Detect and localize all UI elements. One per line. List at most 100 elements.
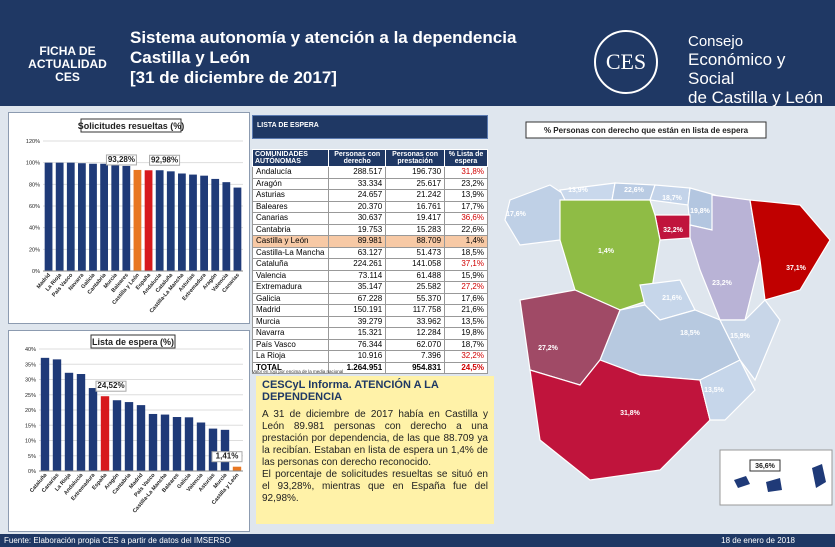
bar xyxy=(233,187,242,271)
table-row: Extremadura 35.147 25.582 27,2% xyxy=(251,281,488,294)
region xyxy=(699,359,756,421)
annotation-box xyxy=(95,380,127,392)
table-cell: 15,9% xyxy=(444,269,488,282)
table-cell: 31,8% xyxy=(444,166,488,179)
bar xyxy=(148,413,158,471)
map-label: 22,6% xyxy=(624,187,645,194)
table-cell: Galicia xyxy=(251,292,330,305)
bar xyxy=(220,429,230,471)
table-cell: 224.261 xyxy=(328,258,387,271)
table-cell: 23,2% xyxy=(444,177,488,190)
table-row: Galicia 67.228 55.370 17,6% xyxy=(251,292,488,305)
chart: 0% 5% 10% 15% 20% 25% 30% 35% 40% Lista de espera… xyxy=(25,334,243,514)
table-cell: 22,6% xyxy=(444,223,488,236)
island xyxy=(766,478,782,492)
bar xyxy=(200,175,208,271)
org-line: de Castilla y León xyxy=(688,88,824,107)
table-row: Cantabria 19.753 15.283 22,6% xyxy=(251,223,488,236)
canarias-inset xyxy=(719,449,833,506)
table-row: Baleares 20.370 16.761 17,7% xyxy=(251,200,488,213)
region xyxy=(749,199,831,301)
bar xyxy=(222,182,231,271)
table-cell: 19,8% xyxy=(444,327,488,340)
title: Sistema autonomía y atención a la depend… xyxy=(130,28,516,88)
table-cell: 21.242 xyxy=(385,189,446,202)
info-box: CESCyL Informa. ATENCIÓN A LA DEPENDENCI… xyxy=(256,376,494,524)
table-cell: Aragón xyxy=(251,177,330,190)
y-tick-label: 15% xyxy=(25,423,36,429)
bar xyxy=(196,422,206,471)
table-cell: 76.344 xyxy=(328,338,387,351)
bar xyxy=(112,400,122,471)
table-cell: 10.916 xyxy=(328,350,387,363)
table-cell: 1.264.951 xyxy=(328,361,387,374)
region xyxy=(719,299,781,382)
y-tick-label: 0% xyxy=(32,269,40,275)
chart: 0% 20% 40% 60% 80% 100% 120% Solicitudes resuel… xyxy=(26,118,243,314)
table-cell: 1,4% xyxy=(444,235,488,248)
title-line: [31 de diciembre de 2017] xyxy=(130,68,337,87)
map-label: 13,5% xyxy=(704,387,725,394)
label-box xyxy=(749,459,781,472)
bar xyxy=(124,402,134,471)
bar xyxy=(64,372,74,471)
table-cell: 15.321 xyxy=(328,327,387,340)
bar xyxy=(160,414,170,471)
title-box xyxy=(90,334,176,349)
table-cell: 954.831 xyxy=(385,361,446,374)
bar xyxy=(189,174,197,271)
bar xyxy=(88,388,98,471)
map-label: 19,8% xyxy=(690,208,711,215)
table-cell: Cataluña xyxy=(251,258,330,271)
info-paragraph: El porcentaje de solicitudes resueltas s… xyxy=(262,469,488,504)
map-label: 17,6% xyxy=(506,211,527,218)
table-cell: 12.284 xyxy=(385,327,446,340)
table-cell: 88.709 xyxy=(385,235,446,248)
table-row: País Vasco 76.344 62.070 18,7% xyxy=(251,338,488,351)
table-row: Castilla y León 89.981 88.709 1,4% xyxy=(251,235,488,248)
bar xyxy=(184,417,194,471)
bar xyxy=(44,162,53,271)
y-tick-label: 35% xyxy=(25,362,36,368)
bar xyxy=(40,357,50,471)
table-row: Navarra 15.321 12.284 19,8% xyxy=(251,327,488,340)
table-caption: LISTA DE ESPERA xyxy=(252,115,488,139)
table-row: Castilla-La Mancha 63.127 51.473 18,5% xyxy=(251,246,488,259)
table-cell: 36,6% xyxy=(444,212,488,225)
column-header: % Lista de espera xyxy=(444,149,488,167)
table-cell: Asturias xyxy=(251,189,330,202)
table-row: Aragón 33.334 25.617 23,2% xyxy=(251,177,488,190)
map-label: 15,9% xyxy=(730,333,751,340)
bar xyxy=(100,163,108,271)
y-tick-label: 5% xyxy=(28,454,36,460)
map-label: 23,2% xyxy=(712,280,733,287)
table-cell: 73.114 xyxy=(328,269,387,282)
bar xyxy=(122,165,131,271)
table-cell: Canarias xyxy=(251,212,330,225)
table-panel: LISTA DE ESPERA COMUNIDADES AUTÓNOMAS Per… xyxy=(251,115,488,374)
org-line: Consejo xyxy=(688,33,744,50)
table-cell: 33.334 xyxy=(328,177,387,190)
table-row: La Rioja 10.916 7.396 32,2% xyxy=(251,350,488,363)
info-title: CESCyL Informa. ATENCIÓN A LA DEPENDENCI… xyxy=(262,379,439,403)
table: COMUNIDADES AUTÓNOMAS Personas con derech… xyxy=(251,149,488,374)
table-cell: 30.637 xyxy=(328,212,387,225)
table-row: Murcia 39.279 33.962 13,5% xyxy=(251,315,488,328)
column-header: COMUNIDADES AUTÓNOMAS xyxy=(251,149,330,167)
table-cell: 21,6% xyxy=(444,304,488,317)
table-row: Cataluña 224.261 141.058 37,1% xyxy=(251,258,488,271)
annotation-box xyxy=(149,154,181,166)
bar xyxy=(76,374,86,471)
y-tick-label: 20% xyxy=(29,247,40,253)
table-row: Madrid 150.191 117.758 21,6% xyxy=(251,304,488,317)
table-cell: 7.396 xyxy=(385,350,446,363)
y-tick-label: 40% xyxy=(29,226,40,232)
island xyxy=(812,464,826,488)
bar xyxy=(178,173,186,271)
table-cell: 15.283 xyxy=(385,223,446,236)
y-tick-label: 120% xyxy=(26,139,40,145)
footer: Fuente: Elaboración propia CES a partir … xyxy=(0,534,835,547)
table-cell: 67.228 xyxy=(328,292,387,305)
org-line: Económico y Social xyxy=(688,50,786,88)
